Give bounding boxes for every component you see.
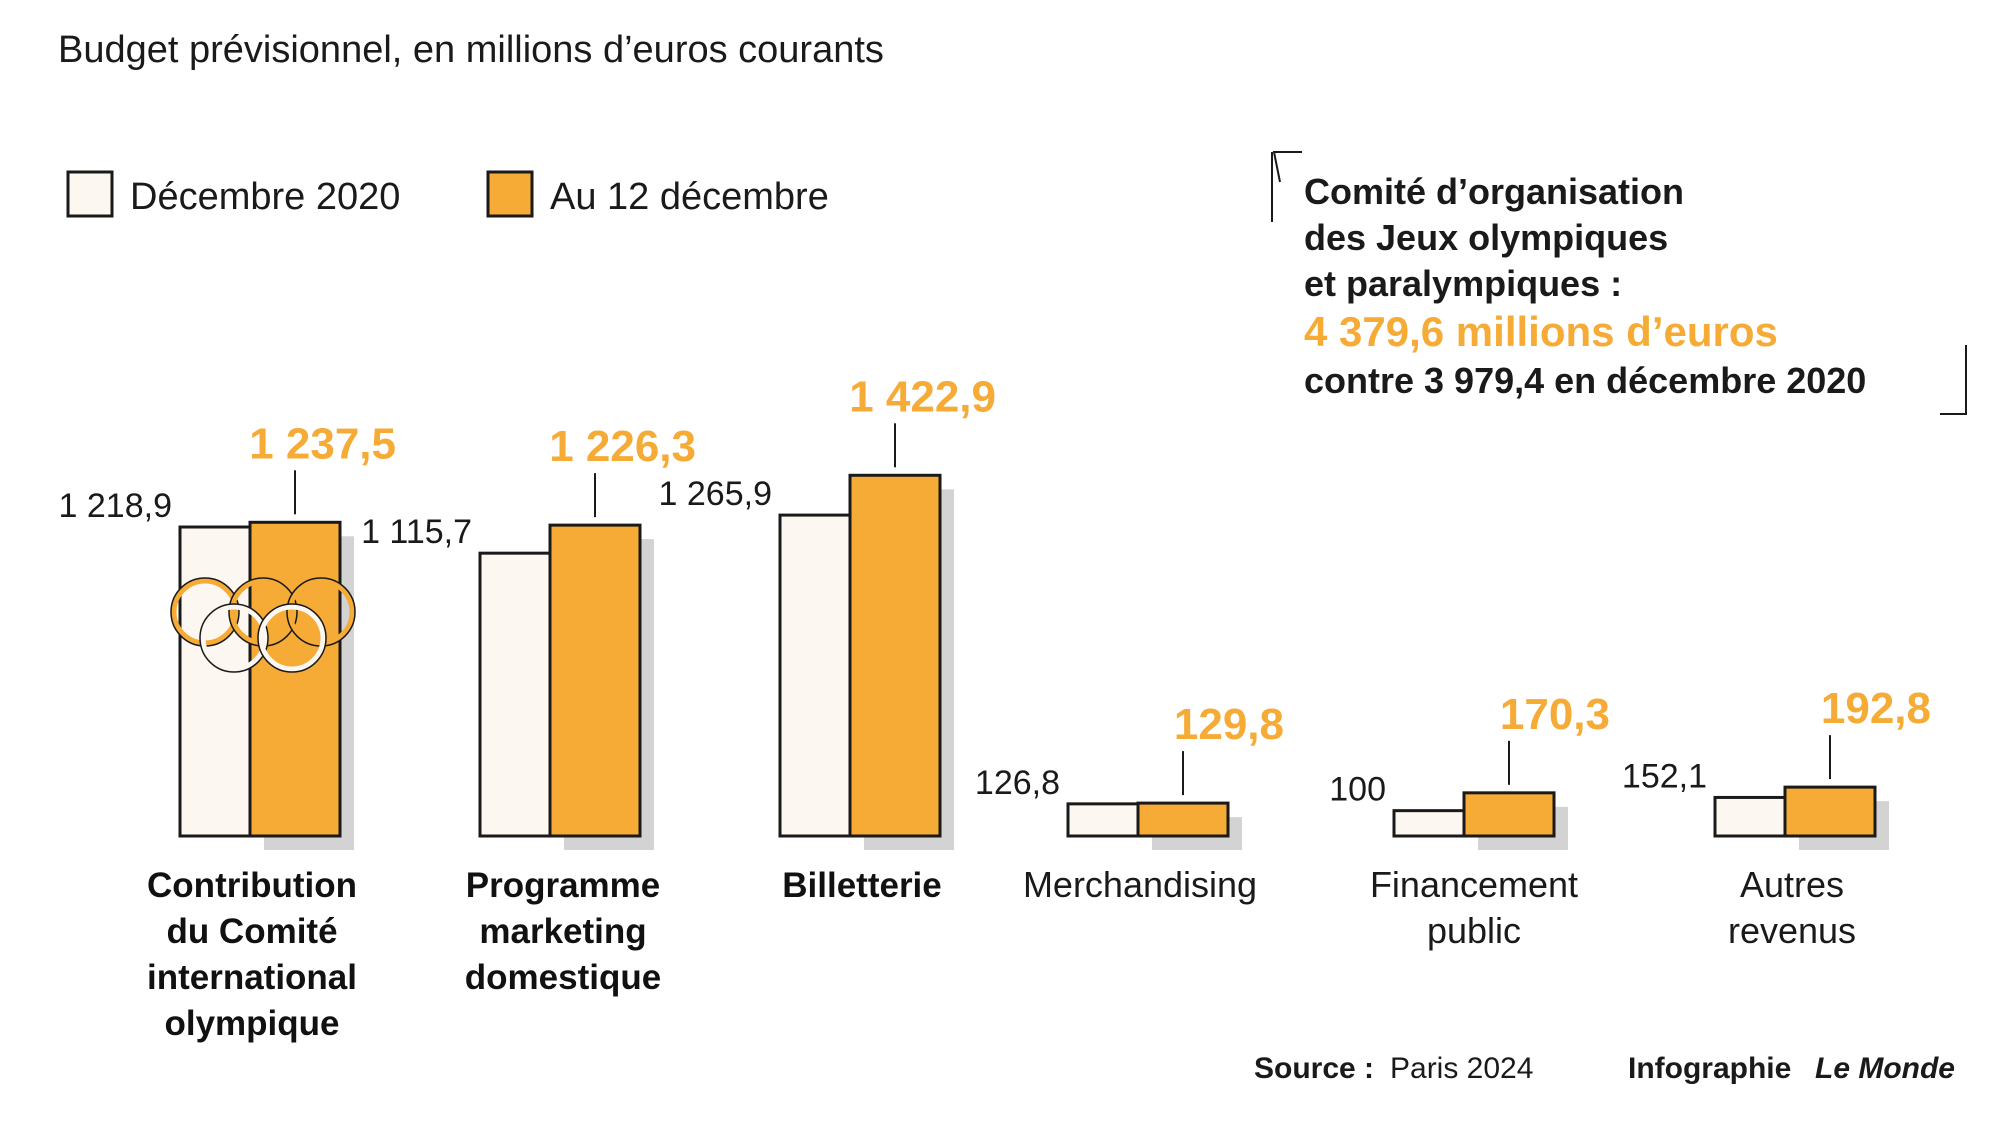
category-label: Merchandising (1023, 864, 1257, 905)
summary-line-2: des Jeux olympiques (1304, 217, 1668, 258)
category-label: Autres (1740, 864, 1844, 905)
value-label-dec2020: 100 (1329, 771, 1386, 809)
bar-dec12 (848, 473, 942, 838)
summary-line-1: Comité d’organisation (1304, 171, 1684, 212)
legend-label-dec12: Au 12 décembre (550, 176, 829, 218)
category-label: Billetterie (782, 866, 942, 905)
category-label: revenus (1728, 910, 1856, 951)
value-label-dec2020: 1 218,9 (59, 487, 172, 525)
category-label: public (1427, 910, 1521, 951)
legend-swatch-dec12 (486, 170, 534, 218)
value-label-dec12: 170,3 (1500, 690, 1610, 739)
category-label: international (147, 958, 357, 997)
chart-subtitle: Budget prévisionnel, en millions d’euros… (58, 29, 884, 71)
value-label-dec12: 1 226,3 (549, 422, 696, 471)
value-label-dec12: 192,8 (1821, 684, 1931, 733)
category-label: marketing (479, 912, 646, 951)
category-label: Programme (466, 866, 661, 905)
bars-layer: 1 218,9 1 237,5 Contribution du Comité inter… (59, 372, 1931, 1043)
category-label: domestique (465, 958, 661, 997)
source-label: Source : (1254, 1052, 1374, 1085)
summary-line-3: et paralympiques : (1304, 263, 1622, 304)
value-label-dec2020: 126,8 (975, 764, 1060, 802)
value-label-dec2020: 152,1 (1622, 757, 1707, 795)
bar-dec12 (1136, 801, 1230, 838)
bar-dec12 (248, 520, 342, 838)
source-value: Paris 2024 (1390, 1052, 1533, 1085)
summary-comparison: contre 3 979,4 en décembre 2020 (1304, 360, 1866, 401)
summary-bracket-bottom (1940, 345, 1967, 415)
value-label-dec2020: 1 115,7 (361, 513, 472, 551)
olympic-rings-icon (170, 577, 356, 673)
bar-dec12 (548, 523, 642, 838)
value-label-dec2020: 1 265,9 (659, 475, 772, 513)
category-label: olympique (164, 1004, 339, 1043)
value-label-dec12: 1 422,9 (849, 372, 996, 421)
summary-bracket-top (1272, 151, 1302, 183)
credit-prefix: Infographie (1628, 1052, 1791, 1085)
category-label: Contribution (147, 866, 357, 905)
bar-dec12 (1783, 785, 1877, 838)
value-label-dec12: 1 237,5 (249, 419, 396, 468)
legend-label-dec2020: Décembre 2020 (130, 176, 400, 218)
category-label: du Comité (166, 912, 337, 951)
category-label: Financement (1370, 864, 1578, 905)
bar-dec12 (1462, 791, 1556, 838)
legend: Décembre 2020 Au 12 décembre (66, 170, 829, 218)
summary-total: 4 379,6 millions d’euros (1304, 308, 1778, 355)
credit-brand: Le Monde (1815, 1052, 1955, 1085)
legend-swatch-dec2020 (66, 170, 114, 218)
footer: Source : Paris 2024 Infographie Le Monde (1254, 1052, 1955, 1085)
value-label-dec12: 129,8 (1174, 700, 1284, 749)
summary-box: Comité d’organisation des Jeux olympique… (1271, 151, 1967, 415)
